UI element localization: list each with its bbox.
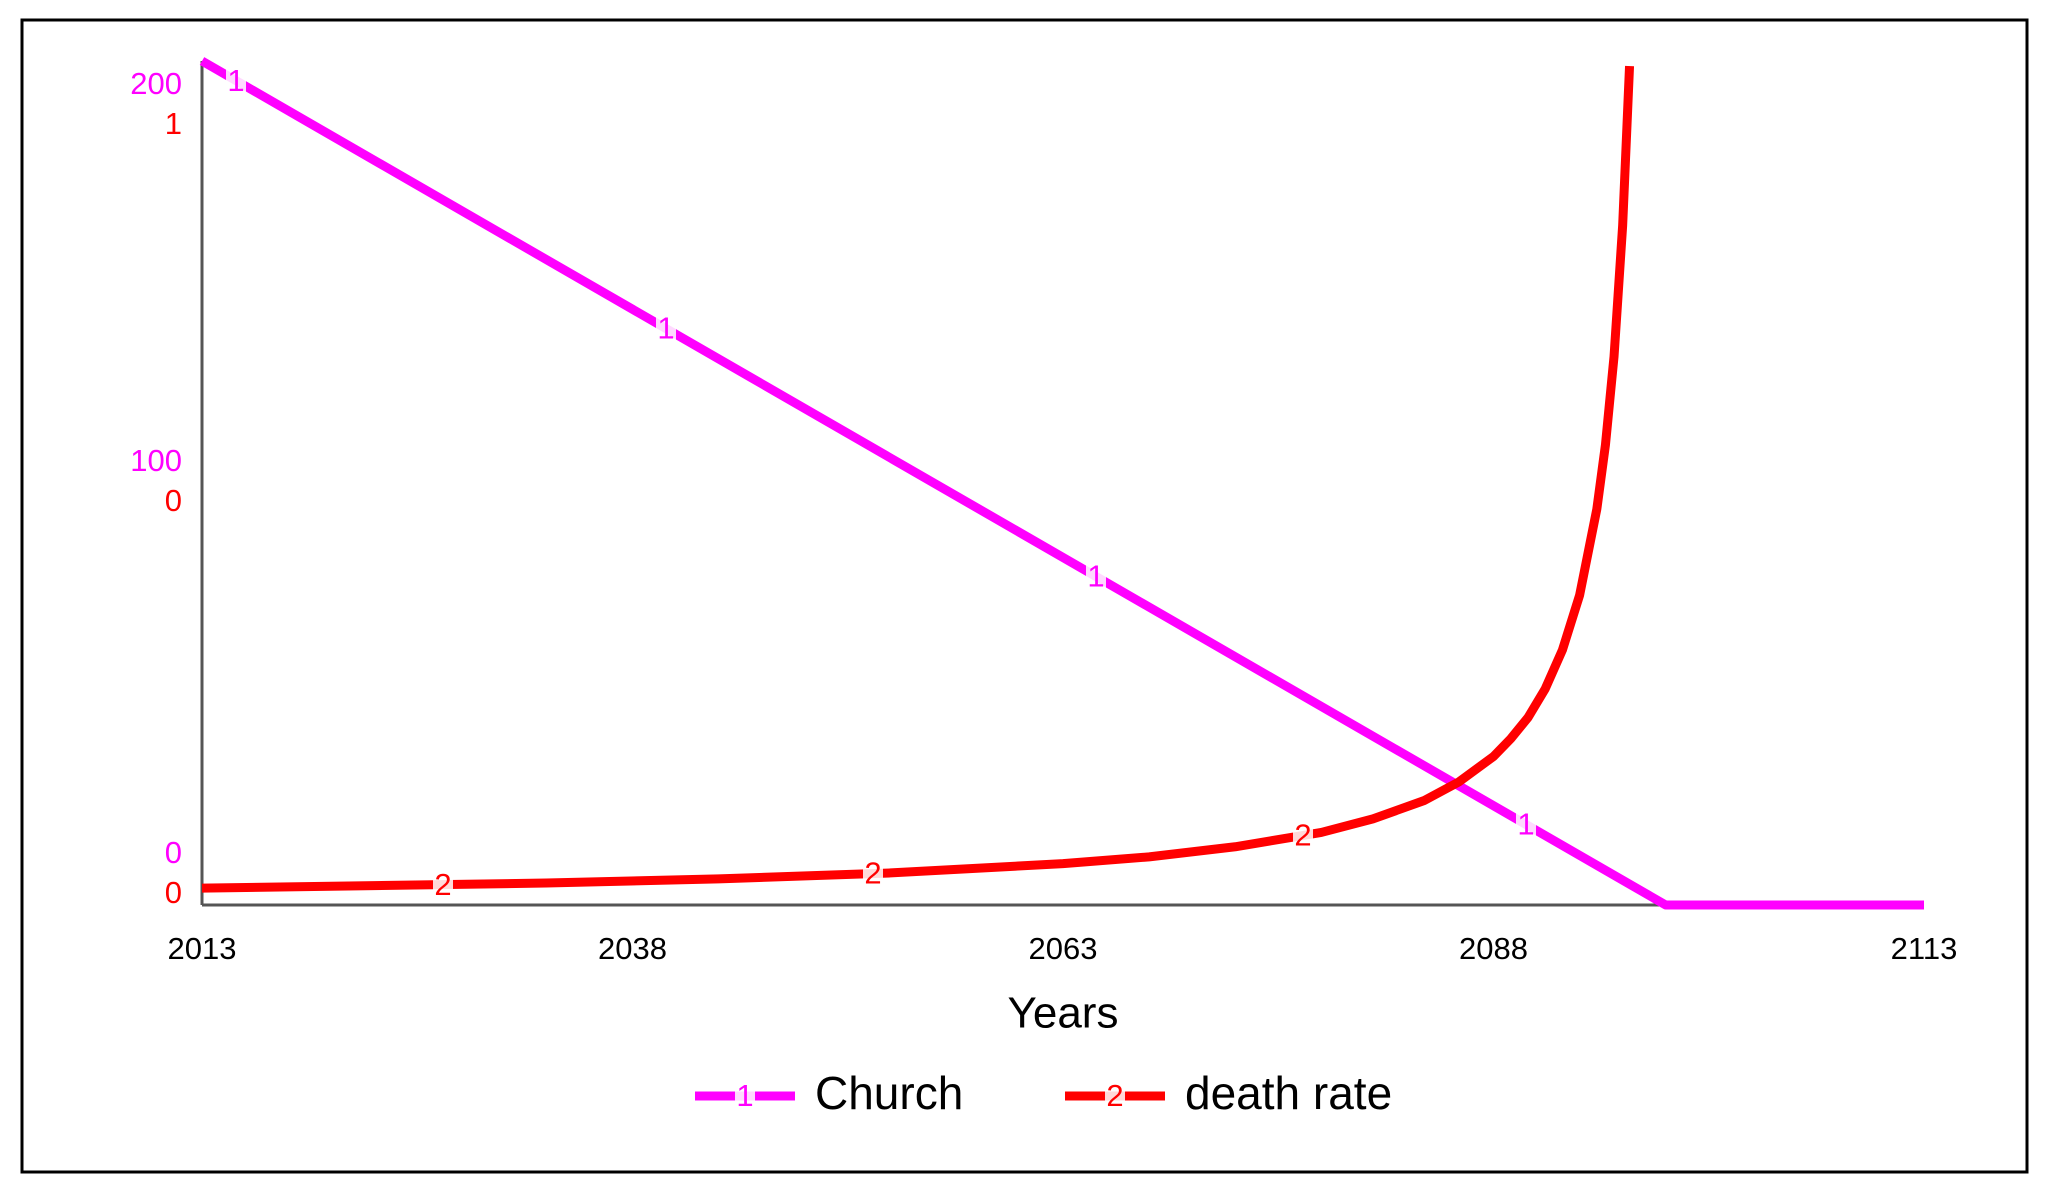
x-tick-label: 2113 [1891, 931, 1958, 966]
y2-tick-label: 0 [165, 875, 182, 910]
x-tick-label: 2063 [1029, 931, 1098, 966]
series-line [201, 65, 1635, 893]
y-tick-label: 200 [130, 66, 182, 101]
legend-marker-bg [735, 1078, 755, 1114]
x-tick-label: 2013 [168, 931, 237, 966]
series-marker: 1 [227, 63, 244, 98]
series-line [199, 57, 1924, 910]
series-marker: 2 [864, 856, 881, 891]
series-marker: 1 [1517, 807, 1534, 842]
y2-tick-label: 1 [165, 106, 182, 141]
x-axis-label: Years [1008, 989, 1119, 1038]
series-marker: 1 [657, 311, 674, 346]
series-marker-bg [863, 855, 883, 892]
legend-label: Church [815, 1067, 963, 1119]
series-marker: 1 [1087, 559, 1104, 594]
series-marker-bg [1086, 558, 1106, 595]
series-marker-bg [1516, 806, 1536, 843]
y2-tick-label: 0 [165, 483, 182, 518]
legend-marker: 1 [736, 1078, 753, 1113]
legend-label: death rate [1185, 1067, 1392, 1119]
legend-marker-bg [1105, 1078, 1125, 1114]
legend-marker: 2 [1106, 1078, 1123, 1113]
x-tick-label: 2088 [1459, 931, 1528, 966]
frame [20, 18, 2029, 1174]
series-marker: 2 [434, 867, 451, 902]
x-tick-label: 2038 [598, 931, 667, 966]
series-marker-bg [1293, 817, 1313, 854]
y-tick-label: 100 [130, 443, 182, 478]
series-marker-bg [656, 310, 676, 347]
series-marker-bg [433, 866, 453, 903]
series-marker-bg [226, 62, 246, 99]
y-tick-label: 0 [165, 835, 182, 870]
series-marker: 2 [1294, 818, 1311, 853]
